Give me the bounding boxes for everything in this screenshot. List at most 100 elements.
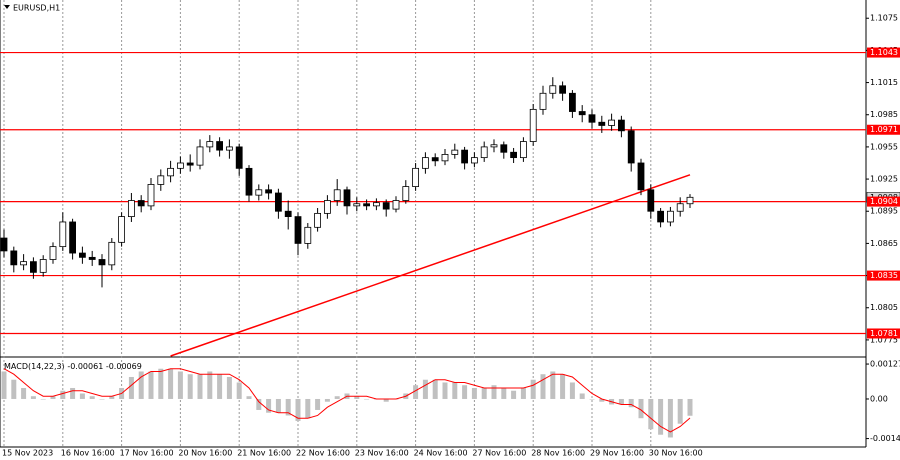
macd-bar xyxy=(60,390,66,399)
macd-bar xyxy=(187,374,193,399)
y-tick-label: 1.1015 xyxy=(870,78,898,87)
candle-body xyxy=(657,210,664,223)
macd-bar xyxy=(21,387,27,399)
candle-body xyxy=(549,85,557,94)
x-tick-label: 17 Nov 16:00 xyxy=(120,449,174,458)
macd-bar xyxy=(364,398,370,400)
candle-body xyxy=(127,200,135,218)
macd-bar xyxy=(197,374,203,399)
macd-bar xyxy=(109,396,115,399)
macd-bar xyxy=(11,379,17,399)
x-tick-label: 30 Nov 16:00 xyxy=(649,449,703,458)
macd-bar xyxy=(687,398,693,416)
candle-body xyxy=(245,167,253,196)
candle-body xyxy=(451,149,459,155)
macd-bar xyxy=(628,398,634,408)
candle-body xyxy=(569,92,576,112)
candle-body xyxy=(608,119,615,126)
candle-body xyxy=(216,141,224,151)
macd-bar xyxy=(30,396,36,399)
candle-body xyxy=(686,196,694,205)
macd-bar xyxy=(128,376,134,399)
macd-bar xyxy=(658,398,664,435)
macd-bar xyxy=(158,368,164,399)
candle-body xyxy=(500,144,508,153)
macd-bar xyxy=(618,398,624,405)
y-tick-label: 1.0925 xyxy=(870,175,898,184)
candle-body xyxy=(225,146,233,151)
macd-bar xyxy=(50,396,56,399)
candle-body xyxy=(59,221,67,248)
macd-bar xyxy=(599,398,605,402)
macd-bar xyxy=(550,371,556,399)
macd-bar xyxy=(560,374,566,399)
macd-bar xyxy=(138,371,144,399)
candle-body xyxy=(323,200,331,214)
candle-body xyxy=(29,261,37,273)
candle-body xyxy=(372,202,380,207)
level-label-box xyxy=(867,47,900,58)
candle-body xyxy=(39,259,47,273)
level-label-box xyxy=(867,328,900,339)
macd-bar xyxy=(442,382,448,399)
macd-bar xyxy=(315,398,321,410)
candle-body xyxy=(598,121,606,126)
candle-body xyxy=(167,167,175,177)
macd-bar xyxy=(79,393,85,399)
candle-body xyxy=(490,144,498,148)
macd-bar xyxy=(432,379,438,399)
y-tick-label: 0.00 xyxy=(870,394,888,403)
candle-body xyxy=(284,210,292,218)
macd-bar xyxy=(677,398,683,424)
candle-body xyxy=(441,154,449,162)
macd-bar xyxy=(207,371,213,399)
candle-body xyxy=(88,256,96,260)
candle-body xyxy=(618,119,625,132)
y-tick-label: 1.0865 xyxy=(870,239,898,248)
macd-bar xyxy=(638,398,644,419)
macd-bar xyxy=(569,382,575,399)
candle-body xyxy=(20,261,28,266)
signal-line xyxy=(3,368,691,433)
candle-body xyxy=(147,184,155,207)
macd-signal-value: -0.00069 xyxy=(106,362,142,371)
title-arrow xyxy=(4,5,10,9)
macd-bar xyxy=(236,382,242,399)
candle-body xyxy=(510,151,518,159)
candle-body xyxy=(206,141,214,148)
macd-bar xyxy=(501,387,507,399)
candle-body xyxy=(108,241,116,266)
candle-body xyxy=(480,146,488,159)
macd-main-value: -0.00061 xyxy=(67,362,103,371)
y-tick-label: -0.00144 xyxy=(870,434,900,443)
y-tick-label: 1.1075 xyxy=(870,14,898,23)
candle-body xyxy=(392,200,400,210)
macd-bar xyxy=(471,387,477,399)
candle-body xyxy=(529,108,537,142)
level-label: 1.0971 xyxy=(870,125,898,134)
macd-bar xyxy=(1,371,7,399)
candle-body xyxy=(235,146,243,169)
macd-bar xyxy=(354,396,360,399)
candle-body xyxy=(98,259,106,266)
level-label-box xyxy=(867,270,900,281)
macd-bar xyxy=(422,379,428,399)
macd-bar xyxy=(491,385,497,399)
y-tick-label: 1.0895 xyxy=(870,207,898,216)
macd-bar xyxy=(217,374,223,399)
macd-bar xyxy=(70,387,76,399)
candle-body xyxy=(520,141,527,159)
candle-body xyxy=(265,189,273,194)
candle-body xyxy=(559,85,566,94)
y-tick-label: 1.0805 xyxy=(870,303,898,312)
x-tick-label: 28 Nov 16:00 xyxy=(531,449,585,458)
macd-bar xyxy=(305,398,311,419)
macd-bar xyxy=(481,387,487,399)
candle-body xyxy=(118,216,125,243)
y-tick-label: 1.0955 xyxy=(870,142,898,151)
candle-body xyxy=(461,149,469,164)
level-label: 1.0904 xyxy=(870,197,898,206)
candle-body xyxy=(412,167,420,187)
y-tick-label: 1.0775 xyxy=(870,335,898,344)
candle-body xyxy=(186,162,194,166)
